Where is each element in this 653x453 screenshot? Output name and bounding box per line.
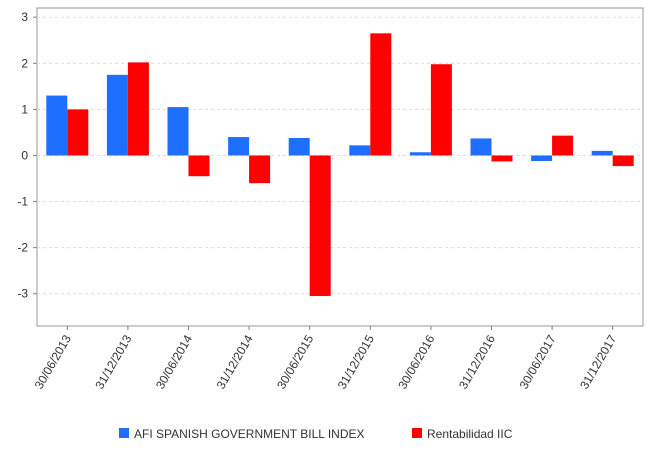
bar-rentabilidad-iic — [188, 155, 210, 177]
y-tick-label: 3 — [21, 10, 28, 24]
y-tick-label: 0 — [21, 148, 28, 162]
grid-lines — [36, 7, 644, 327]
bar-afi-index — [349, 145, 371, 156]
x-tick-label: 31/12/2015 — [335, 332, 377, 391]
plot-area — [36, 7, 644, 327]
y-tick-label: 2 — [21, 56, 28, 70]
bar-afi-index — [591, 150, 613, 156]
y-tick-label: 1 — [21, 102, 28, 116]
bar-afi-index — [409, 152, 431, 156]
bar-afi-index — [106, 74, 128, 156]
y-tick-label: -3 — [17, 287, 28, 301]
bar-rentabilidad-iic — [430, 64, 452, 156]
bar-afi-index — [228, 137, 250, 156]
x-tick-label: 30/06/2015 — [274, 332, 316, 391]
legend-swatch — [119, 428, 129, 438]
legend-label: Rentabilidad IIC — [427, 427, 513, 441]
bar-rentabilidad-iic — [67, 109, 89, 156]
bar-afi-index — [46, 95, 68, 156]
bar-rentabilidad-iic — [491, 155, 513, 162]
bars — [46, 33, 634, 297]
bar-rentabilidad-iic — [552, 135, 574, 156]
x-tick-label: 31/12/2016 — [456, 332, 498, 391]
bar-afi-index — [167, 107, 189, 156]
bar-rentabilidad-iic — [309, 155, 331, 297]
bar-rentabilidad-iic — [370, 33, 392, 156]
legend: AFI SPANISH GOVERNMENT BILL INDEX Rentabi… — [119, 427, 513, 441]
x-tick-label: 30/06/2013 — [32, 332, 74, 391]
x-tick-label: 31/12/2013 — [92, 332, 134, 391]
x-tick-label: 30/06/2014 — [153, 332, 195, 391]
bar-rentabilidad-iic — [612, 155, 634, 167]
x-tick-label: 31/12/2017 — [577, 332, 619, 391]
bar-rentabilidad-iic — [127, 62, 149, 156]
bar-afi-index — [288, 137, 310, 156]
bar-afi-index — [470, 138, 492, 156]
x-tick-label: 31/12/2014 — [214, 332, 256, 391]
x-tick-label: 30/06/2016 — [395, 332, 437, 391]
legend-swatch — [412, 428, 422, 438]
bar-rentabilidad-iic — [249, 155, 271, 184]
bar-afi-index — [531, 155, 553, 162]
y-tick-label: -2 — [17, 241, 28, 255]
y-tick-label: -1 — [17, 195, 28, 209]
legend-label: AFI SPANISH GOVERNMENT BILL INDEX — [134, 427, 365, 441]
x-tick-label: 30/06/2017 — [517, 332, 559, 391]
